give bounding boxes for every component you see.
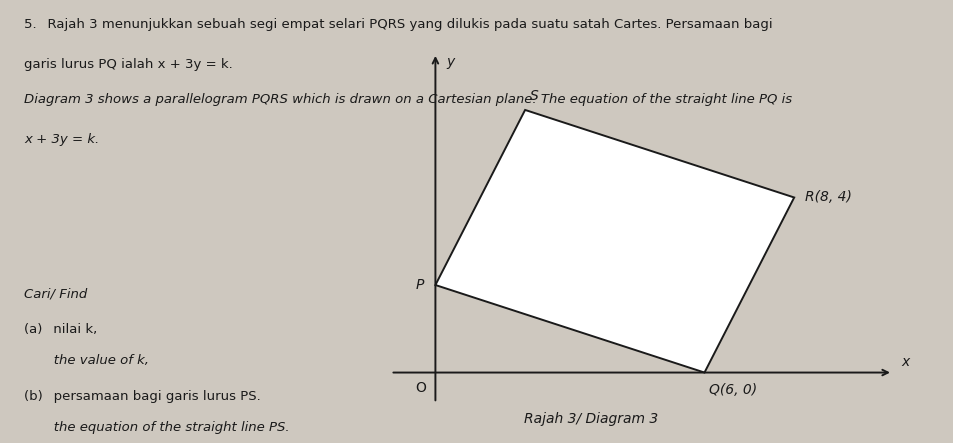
Polygon shape [435,110,793,373]
Text: (b)  persamaan bagi garis lurus PS.: (b) persamaan bagi garis lurus PS. [24,390,260,403]
Text: the equation of the straight line PS.: the equation of the straight line PS. [24,421,289,434]
Text: the value of k,: the value of k, [24,354,149,367]
Text: R(8, 4): R(8, 4) [804,190,851,205]
Text: Cari/ Find: Cari/ Find [24,288,87,301]
Text: P: P [416,278,424,292]
Text: y: y [446,55,455,69]
Text: (a)  nilai k,: (a) nilai k, [24,323,97,336]
Text: O: O [416,381,426,395]
Text: Q(6, 0): Q(6, 0) [708,384,757,397]
Text: S: S [529,89,537,103]
Text: 5.  Rajah 3 menunjukkan sebuah segi empat selari PQRS yang dilukis pada suatu sa: 5. Rajah 3 menunjukkan sebuah segi empat… [24,18,772,31]
Text: Diagram 3 shows a parallelogram PQRS which is drawn on a Cartesian plane. The eq: Diagram 3 shows a parallelogram PQRS whi… [24,93,791,106]
Text: x + 3y = k.: x + 3y = k. [24,133,99,146]
Text: garis lurus PQ ialah x + 3y = k.: garis lurus PQ ialah x + 3y = k. [24,58,233,70]
Text: x: x [901,354,909,369]
Text: Rajah 3/ Diagram 3: Rajah 3/ Diagram 3 [524,412,658,426]
